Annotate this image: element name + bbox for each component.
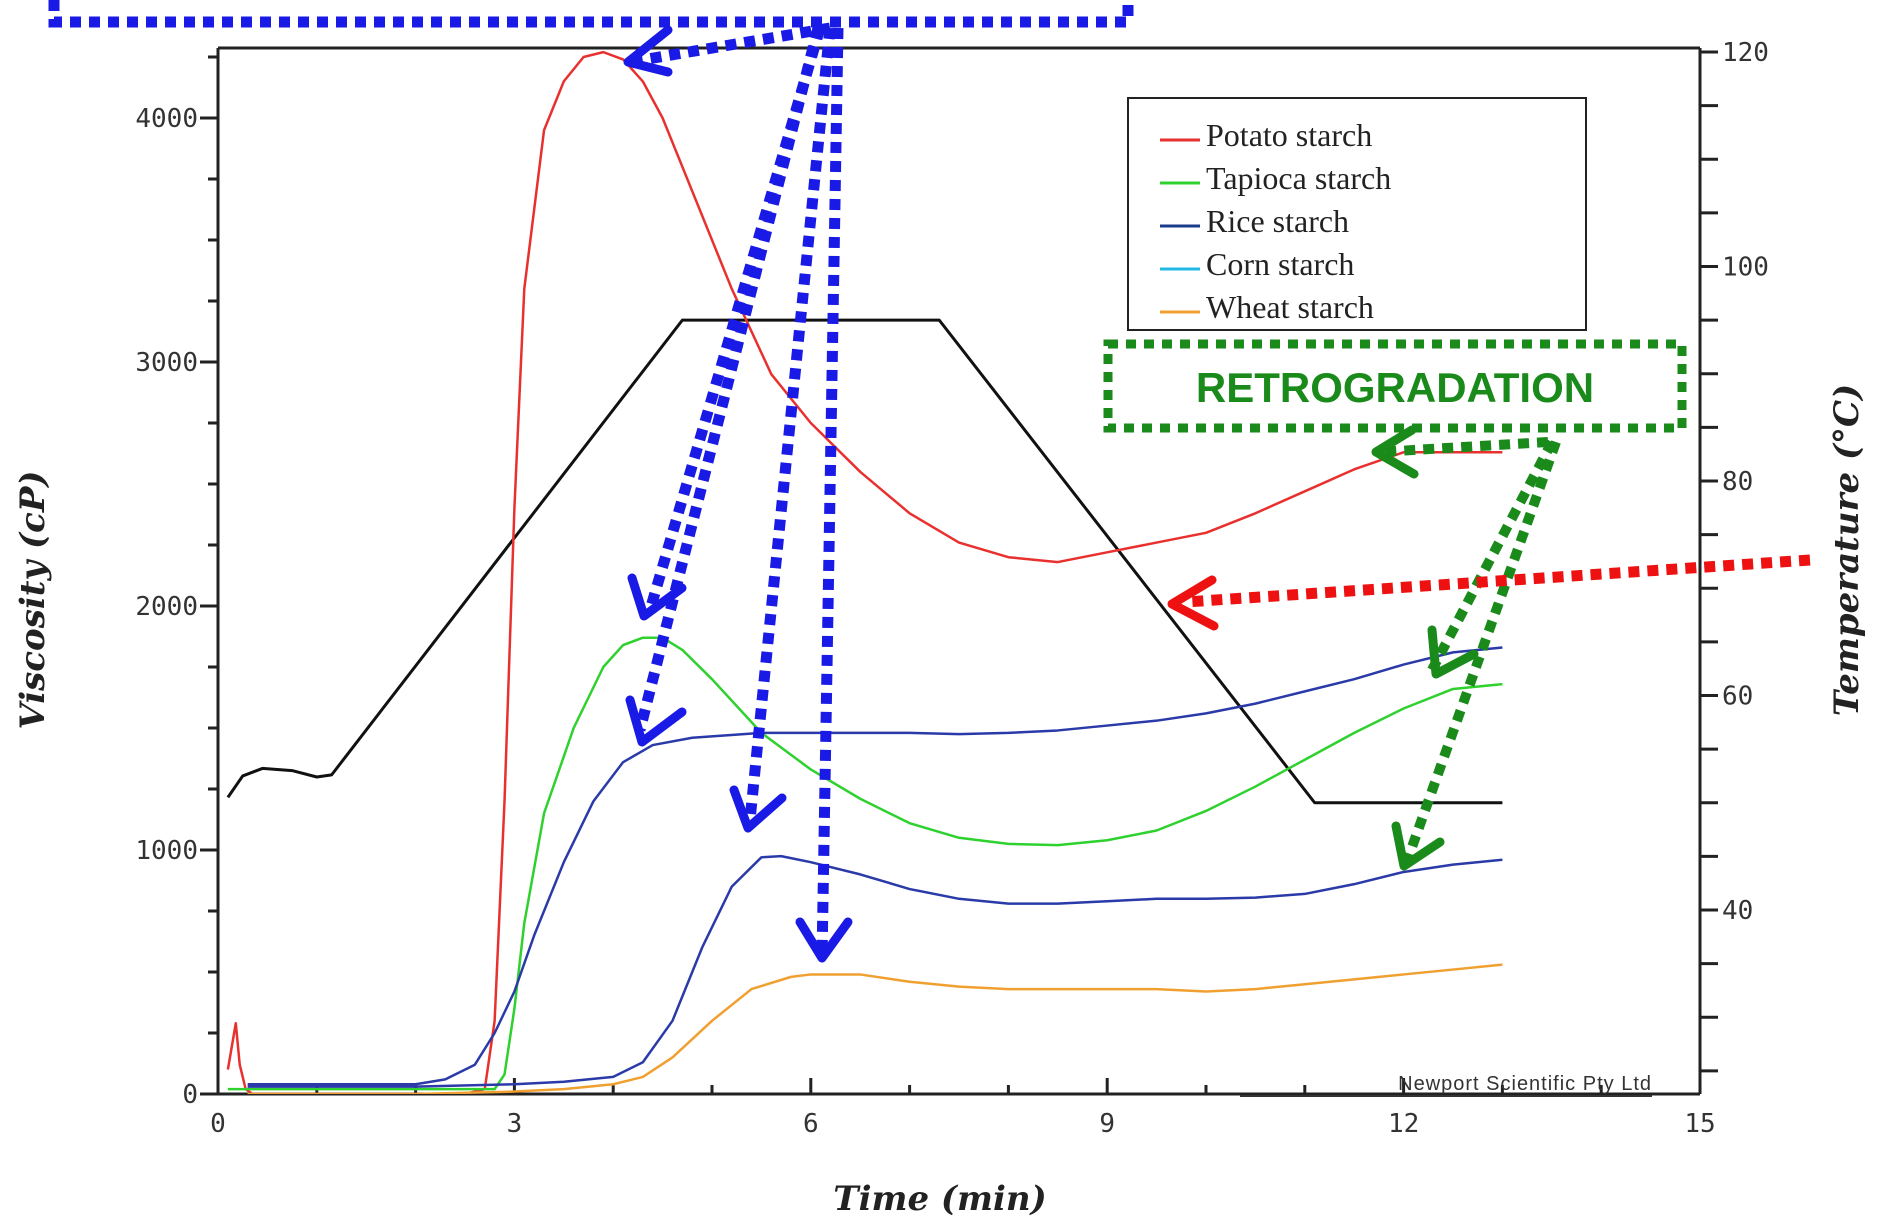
blue-dotted-box [54, 0, 1128, 22]
blue-arrow-wheat [822, 28, 838, 958]
y2-tick-label: 80 [1722, 467, 1753, 497]
y-axis-title: Viscosity (cP) [13, 470, 53, 729]
red-arrow-line [1186, 560, 1810, 602]
y2-axis-title: Temperature (°C) [1827, 384, 1867, 716]
y2-tick-label: 120 [1722, 38, 1769, 68]
series-line-tapioca-starch [228, 638, 1503, 1089]
series-line-corn-starch [248, 856, 1503, 1087]
x-tick-label: 6 [803, 1109, 819, 1139]
y-tick-label: 3000 [135, 348, 198, 378]
series-line-wheat-starch [248, 965, 1503, 1094]
y2-tick-label: 60 [1722, 682, 1753, 712]
credit-text: Newport Scientific Pty Ltd [1398, 1073, 1652, 1095]
y-tick-label: 2000 [135, 592, 198, 622]
y-tick-label: 4000 [135, 104, 198, 134]
blue-arrowhead-rice [630, 700, 682, 742]
x-tick-label: 12 [1388, 1109, 1419, 1139]
series-line-rice-starch [248, 647, 1503, 1084]
legend-label-tapioca: Tapioca starch [1206, 160, 1391, 196]
blue-arrowhead-potato [628, 30, 668, 72]
y2-tick-label: 40 [1722, 896, 1753, 926]
y2-tick-label: 100 [1722, 253, 1769, 283]
green-arrow-rice [1432, 442, 1552, 670]
retrogradation-label: RETROGRADATION [1196, 364, 1594, 411]
green-arrowhead-corn [1396, 826, 1440, 866]
x-tick-label: 3 [507, 1109, 523, 1139]
blue-arrowhead-corn [734, 790, 782, 828]
x-tick-label: 0 [210, 1109, 226, 1139]
y-tick-label: 1000 [135, 836, 198, 866]
x-tick-label: 9 [1099, 1109, 1115, 1139]
green-arrow-corn [1406, 442, 1556, 864]
x-tick-label: 15 [1684, 1109, 1715, 1139]
y-tick-label: 0 [182, 1080, 198, 1110]
legend-label-rice: Rice starch [1206, 203, 1349, 239]
blue-arrow-rice [640, 28, 818, 730]
legend: Potato starch Tapioca starch Rice starch… [1128, 98, 1586, 330]
legend-label-wheat: Wheat starch [1206, 289, 1374, 325]
green-arrow-potato [1380, 442, 1548, 452]
setback-annotation [1172, 560, 1810, 626]
x-axis-title: Time (min) [833, 1179, 1046, 1219]
legend-label-potato: Potato starch [1206, 117, 1372, 153]
peak-viscosity-annotation [54, 0, 1128, 958]
legend-label-corn: Corn starch [1206, 246, 1354, 282]
